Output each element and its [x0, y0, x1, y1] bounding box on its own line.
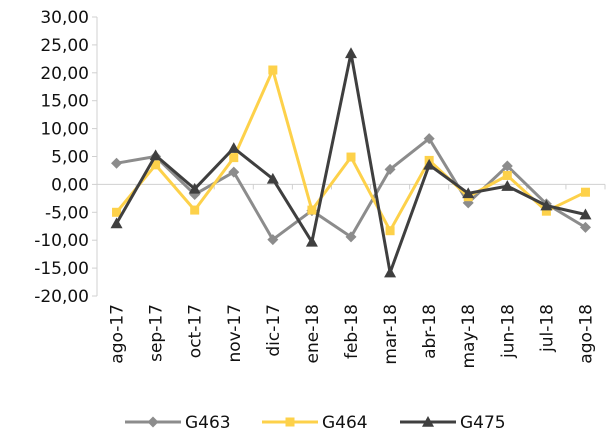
y-tick-label: 0,00: [51, 175, 89, 195]
x-tick-label: feb-18: [342, 304, 362, 359]
legend-label-g475: G475: [460, 413, 506, 433]
data-point-g464: [229, 153, 239, 163]
legend-label-g463: G463: [185, 413, 231, 433]
y-tick-label: -10,00: [34, 231, 89, 251]
y-tick-label: 30,00: [40, 8, 89, 28]
data-point-g475: [305, 235, 318, 247]
legend-item-g464: G464: [262, 413, 368, 433]
data-point-g464: [385, 226, 395, 236]
data-point-g464: [502, 170, 512, 180]
data-point-g464: [151, 160, 161, 170]
data-point-g463: [423, 133, 435, 145]
data-point-g475: [579, 208, 592, 220]
y-tick-label: 15,00: [40, 92, 89, 112]
data-point-g463: [579, 221, 591, 233]
x-tick-label: sep-17: [147, 304, 167, 362]
legend-marker-g463: [147, 416, 159, 428]
data-point-g475: [266, 172, 279, 184]
data-point-g475: [384, 266, 397, 278]
data-point-g464: [307, 205, 317, 215]
legend-item-g475: G475: [400, 413, 506, 433]
series-line-g464: [115, 68, 587, 233]
y-tick-label: 10,00: [40, 120, 89, 140]
y-tick-label: 5,00: [51, 148, 89, 168]
data-point-g475: [110, 217, 123, 229]
series-g475: [110, 47, 592, 278]
x-tick-label: mar-18: [381, 304, 401, 365]
y-tick-label: -20,00: [34, 287, 89, 307]
data-point-g464: [190, 205, 200, 215]
data-point-g464: [346, 152, 356, 162]
x-tick-label: abr-18: [420, 304, 440, 359]
data-point-g475: [540, 199, 553, 211]
data-point-g464: [541, 206, 551, 216]
legend-marker-g464: [285, 417, 295, 427]
x-tick-label: ago-18: [576, 304, 596, 364]
data-point-g464: [112, 207, 122, 217]
data-point-g475: [345, 47, 357, 59]
data-point-g463: [501, 160, 513, 172]
data-point-g463: [384, 163, 396, 175]
data-point-g463: [267, 234, 279, 246]
x-tick-label: ago-17: [108, 304, 128, 364]
axes-layer: 30,00 25,00 20,00 15,00 10,00 5,00 0,00 -5,00 -1…: [34, 8, 606, 369]
data-point-g475: [149, 149, 162, 161]
legend-item-g463: G463: [125, 413, 231, 433]
x-tick-label: jul-18: [537, 304, 557, 353]
data-point-g475: [188, 182, 201, 194]
legend-marker-g475: [422, 416, 434, 427]
data-point-g463: [345, 231, 357, 243]
series-g464: [112, 65, 590, 236]
data-point-g463: [111, 157, 123, 169]
x-tick-label: oct-17: [186, 304, 206, 358]
data-point-g464: [268, 65, 278, 75]
x-tick-label: ene-18: [303, 304, 323, 363]
y-tick-label: 20,00: [40, 64, 89, 84]
data-point-g463: [228, 166, 240, 178]
y-tick-label: 25,00: [40, 36, 89, 56]
legend: G463 G464 G475: [125, 413, 506, 433]
y-tick-label: -15,00: [34, 259, 89, 279]
x-tick-label: nov-17: [225, 304, 245, 363]
legend-label-g464: G464: [322, 413, 368, 433]
x-tick-label: jun-18: [498, 304, 518, 359]
data-point-g475: [501, 180, 514, 191]
series-g463: [111, 133, 591, 246]
data-point-g475: [227, 142, 240, 153]
data-point-g475: [462, 187, 475, 199]
data-point-g464: [580, 187, 590, 197]
y-tick-label: -5,00: [45, 203, 89, 223]
data-point-g475: [423, 158, 436, 170]
x-tick-label: may-18: [459, 304, 479, 369]
x-tick-label: dic-17: [264, 304, 284, 357]
series-layer: [110, 47, 592, 278]
